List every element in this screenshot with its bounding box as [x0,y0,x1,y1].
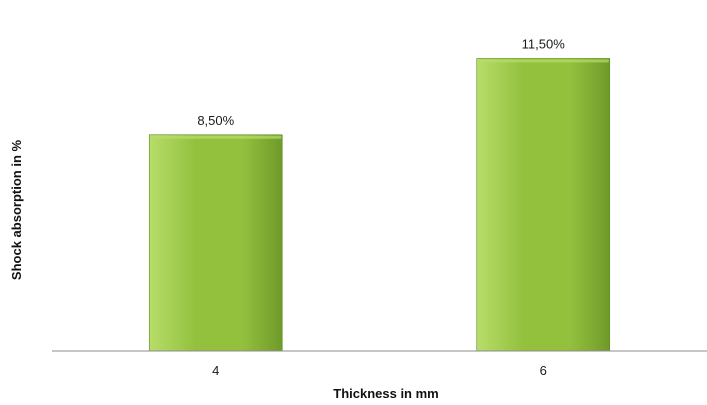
data-label-6: 11,50% [522,36,566,51]
bar-6 [476,58,611,352]
bars-layer [148,58,611,352]
labels-layer: 8,50% 4 11,50% 6 [197,36,565,378]
bar-highlight-6 [477,59,609,63]
y-axis-title: Shock absorption in % [9,139,24,280]
data-label-4: 8,50% [197,113,234,128]
bar-highlight-4 [150,135,282,139]
x-tick-label-4: 4 [212,363,219,378]
x-tick-label-6: 6 [540,363,547,378]
x-axis-title: Thickness in mm [333,386,438,401]
bar-4 [148,134,283,352]
